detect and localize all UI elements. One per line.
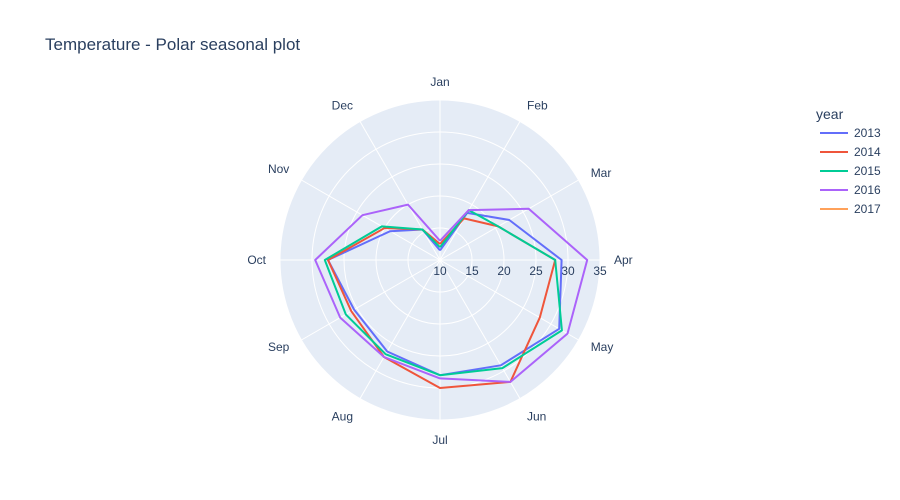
grid-spoke-jun <box>439 259 521 399</box>
radial-axis-ticks: 10 15 20 25 30 35 <box>433 264 607 278</box>
grid-spoke-sep <box>301 259 441 341</box>
grid-spoke-may <box>439 259 579 341</box>
polar-grid <box>279 99 601 421</box>
legend-label-2014: 2014 <box>854 145 881 159</box>
month-label-aug: Aug <box>332 410 353 424</box>
legend-label-2013: 2013 <box>854 126 881 140</box>
month-label-sep: Sep <box>268 340 290 354</box>
series-lines <box>314 203 589 389</box>
legend-item-2017[interactable]: 2017 <box>820 202 881 216</box>
radial-tick-30: 30 <box>561 264 575 278</box>
grid-spoke-feb <box>439 121 521 261</box>
month-label-jan: Jan <box>430 75 449 89</box>
legend-title: year <box>816 106 844 122</box>
chart-title: Temperature - Polar seasonal plot <box>45 35 300 54</box>
legend-item-2015[interactable]: 2015 <box>820 164 881 178</box>
month-label-oct: Oct <box>247 253 266 267</box>
grid-spoke-aug <box>359 259 441 399</box>
legend: year 2013 2014 2015 2016 2017 <box>816 106 881 216</box>
legend-label-2017: 2017 <box>854 202 881 216</box>
month-label-may: May <box>591 340 614 354</box>
series-line-2015 <box>323 209 563 377</box>
legend-label-2015: 2015 <box>854 164 881 178</box>
radial-tick-10: 10 <box>433 264 447 278</box>
series-line-2016 <box>314 203 589 383</box>
month-label-dec: Dec <box>332 98 353 112</box>
month-label-jul: Jul <box>432 433 447 447</box>
month-label-apr: Apr <box>614 253 633 267</box>
grid-spoke-dec <box>359 121 441 261</box>
radial-tick-20: 20 <box>497 264 511 278</box>
month-label-nov: Nov <box>268 162 289 176</box>
month-label-mar: Mar <box>591 166 612 180</box>
legend-item-2016[interactable]: 2016 <box>820 183 881 197</box>
legend-label-2016: 2016 <box>854 183 881 197</box>
radial-tick-15: 15 <box>465 264 479 278</box>
legend-item-2013[interactable]: 2013 <box>820 126 881 140</box>
grid-spoke-nov <box>301 179 441 261</box>
angular-axis-labels: Jan Feb Mar Apr May Jun Jul Aug Sep Oct Nov Dec <box>247 75 632 447</box>
radial-tick-35: 35 <box>593 264 607 278</box>
month-label-feb: Feb <box>527 98 548 112</box>
radial-tick-25: 25 <box>529 264 543 278</box>
month-label-jun: Jun <box>527 410 546 424</box>
legend-items: 2013 2014 2015 2016 2017 <box>820 126 881 216</box>
legend-item-2014[interactable]: 2014 <box>820 145 881 159</box>
